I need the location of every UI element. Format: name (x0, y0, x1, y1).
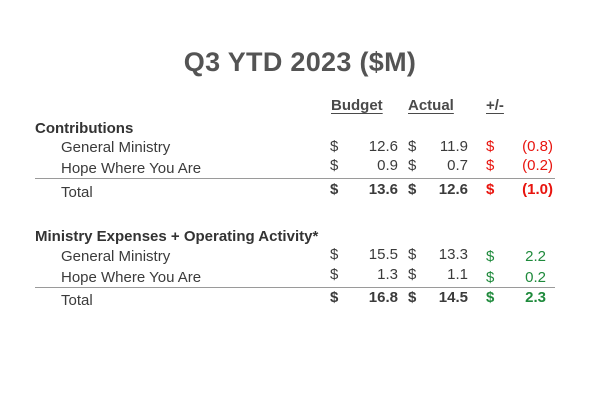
currency-symbol: $ (486, 269, 495, 286)
row-label: Hope Where You Are (61, 160, 202, 177)
budget-value: 1.3 (377, 266, 398, 283)
total-actual-value: 14.5 (438, 289, 468, 306)
variance-value: (0.8) (522, 138, 553, 155)
currency-symbol: $ (486, 181, 495, 198)
section-title-contributions: Contributions (35, 120, 134, 137)
budget-value: 15.5 (368, 246, 398, 263)
variance-value: 2.2 (525, 248, 546, 265)
currency-symbol: $ (330, 266, 339, 283)
currency-symbol: $ (330, 157, 339, 174)
currency-symbol: $ (408, 181, 417, 198)
currency-symbol: $ (486, 157, 495, 174)
actual-value: 0.7 (447, 157, 468, 174)
currency-symbol: $ (408, 157, 417, 174)
page-title: Q3 YTD 2023 ($M) (183, 47, 417, 77)
currency-symbol: $ (486, 289, 495, 306)
currency-symbol: $ (408, 289, 417, 306)
divider (35, 287, 555, 288)
variance-value: 0.2 (525, 269, 546, 286)
total-actual-value: 12.6 (438, 181, 468, 198)
budget-value: 0.9 (377, 157, 398, 174)
variance-value: (0.2) (522, 157, 553, 174)
total-budget-value: 16.8 (368, 289, 398, 306)
currency-symbol: $ (408, 138, 417, 155)
total-label: Total (61, 292, 93, 309)
actual-value: 1.1 (447, 266, 468, 283)
row-label: General Ministry (61, 139, 171, 156)
currency-symbol: $ (330, 246, 339, 263)
currency-symbol: $ (330, 181, 339, 198)
total-variance-value: (1.0) (522, 181, 553, 198)
header-actual: Actual (408, 97, 454, 114)
total-variance-value: 2.3 (525, 289, 546, 306)
row-label: General Ministry (61, 248, 171, 265)
currency-symbol: $ (330, 289, 339, 306)
total-budget-value: 13.6 (368, 181, 398, 198)
currency-symbol: $ (408, 266, 417, 283)
divider (35, 178, 555, 179)
header-budget: Budget (331, 97, 383, 114)
actual-value: 11.9 (439, 138, 468, 155)
section-title-ministry-expenses: Ministry Expenses + Operating Activity* (35, 228, 319, 245)
actual-value: 13.3 (438, 246, 468, 263)
currency-symbol: $ (486, 248, 495, 265)
currency-symbol: $ (486, 138, 495, 155)
budget-value: 12.6 (368, 138, 398, 155)
currency-symbol: $ (330, 138, 339, 155)
currency-symbol: $ (408, 246, 417, 263)
total-label: Total (61, 184, 93, 201)
header-variance: +/- (486, 97, 504, 114)
row-label: Hope Where You Are (61, 269, 202, 286)
